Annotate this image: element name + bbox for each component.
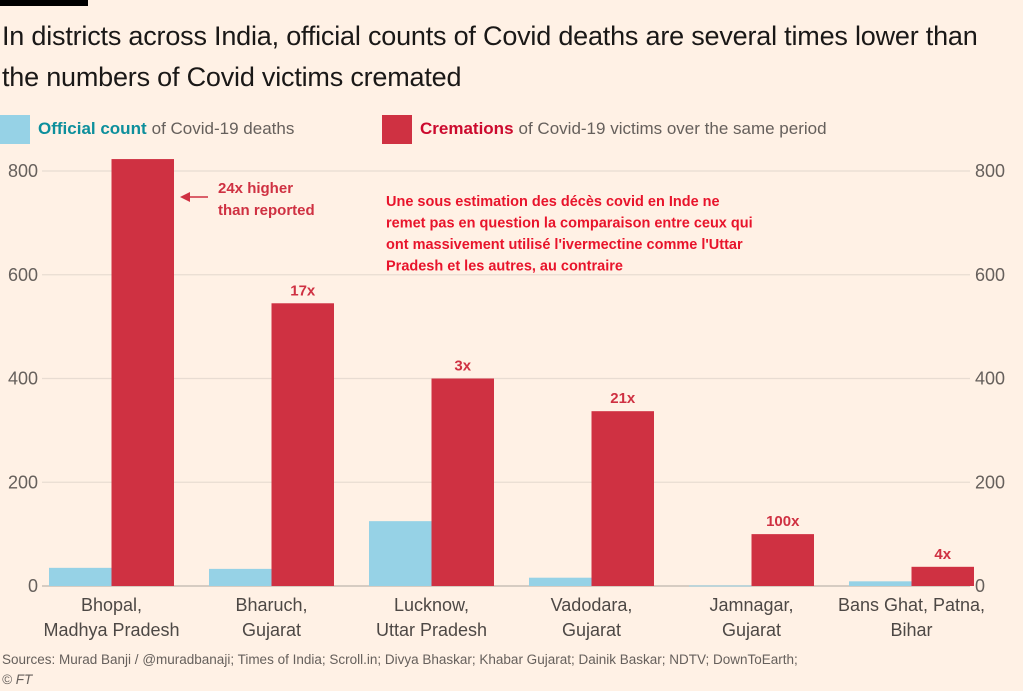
x-category-label: Gujarat <box>242 620 301 640</box>
y-tick-label-left: 600 <box>8 265 38 285</box>
legend-swatch-official <box>0 114 30 144</box>
legend-item-cremations: Cremations of Covid-19 victims over the … <box>382 114 827 144</box>
x-category-label: Jamnagar, <box>709 595 793 615</box>
y-tick-label-right: 200 <box>975 472 1005 492</box>
chart-title: In districts across India, official coun… <box>2 21 978 92</box>
y-tick-label-right: 800 <box>975 161 1005 181</box>
ratio-label: 3x <box>454 358 471 375</box>
ratio-label: 100x <box>766 513 800 530</box>
x-category-label: Bans Ghat, Patna, <box>838 595 985 615</box>
bar-official-count <box>49 567 112 586</box>
legend-label-strong: Cremations <box>420 119 514 138</box>
legend-label-strong: Official count <box>38 119 147 138</box>
y-tick-label-right: 0 <box>975 576 985 596</box>
y-tick-label-right: 400 <box>975 369 1005 389</box>
ratio-label: 4x <box>934 546 951 563</box>
overlay-note-line: Une sous estimation des décès covid en I… <box>386 194 720 210</box>
overlay-note-line: remet pas en question la comparaison ent… <box>386 216 753 232</box>
bar-cremations <box>111 159 174 586</box>
x-category-label: Uttar Pradesh <box>376 620 487 640</box>
sources-note: Sources: Murad Banji / @muradbanaji; Tim… <box>2 650 1002 690</box>
x-category-label: Bharuch, <box>235 595 307 615</box>
copyright: © FT <box>2 672 33 687</box>
bar-official-count <box>849 581 912 586</box>
annotation-arrow-head-icon <box>180 192 190 202</box>
legend-item-official: Official count of Covid-19 deaths <box>0 114 294 144</box>
sources-text: Sources: Murad Banji / @muradbanaji; Tim… <box>2 652 798 667</box>
annotation-text: than reported <box>218 202 315 219</box>
overlay-note-line: ont massivement utilisé l'ivermectine co… <box>386 237 743 253</box>
y-tick-label-left: 0 <box>28 576 38 596</box>
x-category-label: Bihar <box>890 620 932 640</box>
overlay-note-line: Pradesh et les autres, au contraire <box>386 259 623 275</box>
ratio-label: 21x <box>610 390 636 407</box>
ratio-label: 17x <box>290 282 316 299</box>
x-category-label: Vadodara, <box>551 595 633 615</box>
bar-official-count <box>209 568 272 586</box>
y-tick-label-left: 200 <box>8 472 38 492</box>
bar-cremations <box>591 411 654 586</box>
bar-cremations <box>431 378 494 586</box>
legend-swatch-cremations <box>382 114 412 144</box>
annotation-text: 24x higher <box>218 180 293 197</box>
legend-label-rest: of Covid-19 victims over the same period <box>518 119 827 138</box>
x-category-label: Gujarat <box>562 620 621 640</box>
x-category-label: Gujarat <box>722 620 781 640</box>
y-tick-label-left: 400 <box>8 369 38 389</box>
y-tick-label-left: 800 <box>8 161 38 181</box>
x-category-label: Bhopal, <box>81 595 142 615</box>
legend-label-rest: of Covid-19 deaths <box>151 119 295 138</box>
x-category-label: Lucknow, <box>394 595 469 615</box>
bar-cremations <box>271 303 334 586</box>
bar-official-count <box>689 585 752 587</box>
x-category-label: Madhya Pradesh <box>43 620 179 640</box>
y-tick-label-right: 600 <box>975 265 1005 285</box>
ft-top-bar <box>0 0 88 6</box>
bar-cremations <box>751 534 814 586</box>
bar-official-count <box>529 577 592 586</box>
bar-cremations <box>911 566 974 586</box>
bar-official-count <box>369 521 432 586</box>
